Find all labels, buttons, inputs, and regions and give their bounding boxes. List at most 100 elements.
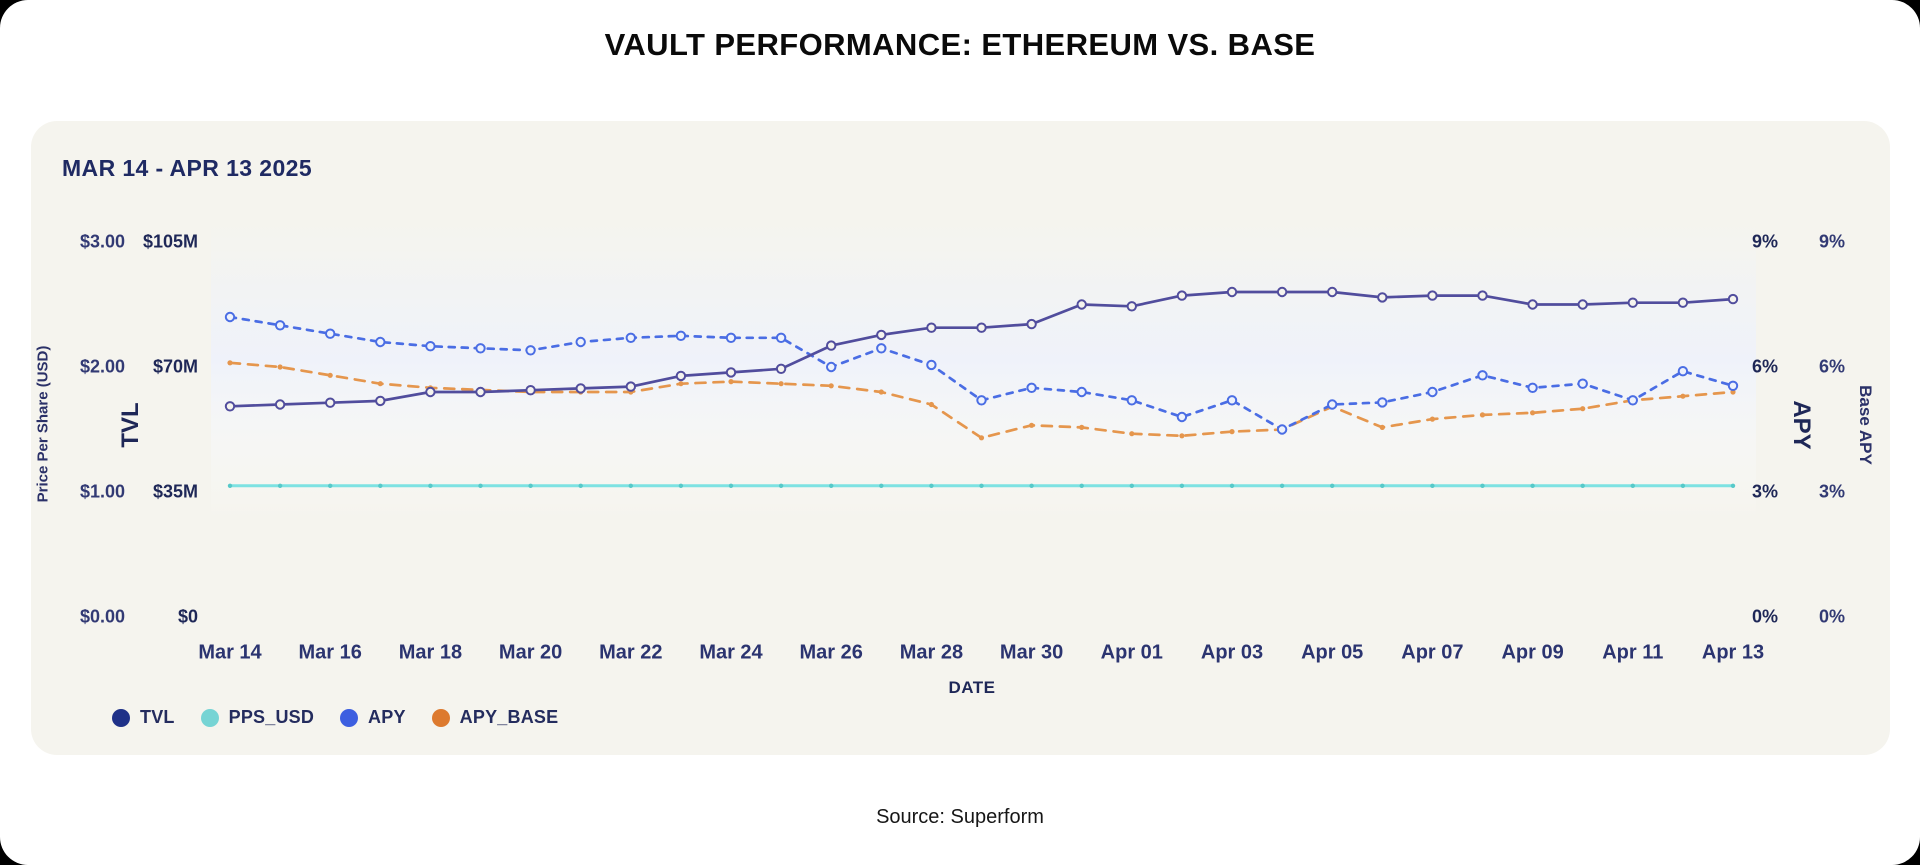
legend-label: APY_BASE: [459, 707, 559, 727]
apy_base-marker: [1179, 433, 1185, 439]
legend-dot-pps_usd: [200, 708, 219, 727]
apy_base-marker: [1079, 424, 1085, 430]
tvl-tick: $105M: [142, 231, 198, 252]
tvl-marker: [1677, 297, 1689, 308]
legend-label: TVL: [140, 707, 175, 727]
date-tick: Mar 22: [599, 641, 663, 664]
tvl-marker: [1126, 301, 1138, 312]
legend-dot-apy: [340, 708, 359, 727]
performance-chart: [211, 221, 1756, 621]
pps-tick: $1.00: [79, 481, 125, 502]
tvl-tick: $35M: [152, 481, 198, 502]
apy-marker: [1427, 386, 1438, 398]
date-tick: Mar 14: [198, 641, 262, 664]
pps_usd-marker: [227, 483, 233, 488]
axis-label-apy: APY: [1788, 400, 1815, 450]
tvl-tick: $70M: [152, 356, 198, 377]
axis-label-tvl: TVL: [117, 402, 144, 448]
pps-tick: $2.00: [79, 356, 125, 377]
tvl-marker: [1026, 318, 1037, 330]
tvl-tick: $0: [177, 606, 198, 627]
apy-marker: [775, 332, 787, 344]
apy_base-marker: [1580, 406, 1586, 412]
apy-marker: [1176, 411, 1188, 423]
chart-date-range: MAR 14 - APR 13 2025: [62, 155, 313, 181]
pps_usd-marker: [929, 483, 934, 488]
date-tick: Mar 24: [699, 641, 763, 664]
tvl-marker: [525, 385, 536, 396]
apy_base-marker: [1479, 412, 1486, 418]
tvl-marker: [826, 340, 837, 351]
apy-tick: 3%: [1751, 481, 1779, 502]
pps_usd-marker: [328, 483, 333, 488]
date-tick: Apr 01: [1100, 641, 1163, 664]
apy_base-marker: [377, 381, 383, 387]
base-apy-tick: 9%: [1818, 231, 1846, 252]
pps_usd-marker: [478, 483, 483, 488]
tvl-marker: [876, 329, 887, 341]
date-tick: Mar 20: [498, 641, 563, 664]
pps_usd-marker: [1079, 483, 1084, 488]
date-tick: Apr 11: [1602, 641, 1664, 664]
apy-marker: [1226, 395, 1238, 406]
pps_usd-marker: [1129, 483, 1135, 488]
tvl-marker: [1176, 290, 1188, 301]
date-tick: Mar 30: [999, 641, 1064, 664]
pps_usd-marker: [678, 483, 684, 488]
pps_usd-marker: [1029, 483, 1034, 488]
apy-marker: [976, 395, 987, 406]
date-tick: Mar 16: [298, 641, 362, 664]
legend-dot-apy_base: [431, 708, 450, 727]
apy-marker: [1527, 382, 1538, 393]
pps_usd-marker: [378, 483, 383, 488]
legend-item-tvl[interactable]: TVL: [112, 707, 175, 728]
apy-marker: [274, 320, 286, 331]
pps_usd-marker: [1530, 483, 1535, 488]
date-tick: Mar 18: [398, 641, 463, 664]
apy_base-marker: [978, 435, 985, 441]
date-tick: Mar 26: [799, 641, 863, 664]
pps_usd-marker: [1279, 483, 1285, 488]
apy-marker: [826, 361, 837, 373]
pps_usd-marker: [728, 483, 734, 488]
tvl-marker: [375, 395, 386, 407]
page-title: VAULT PERFORMANCE: ETHEREUM VS. BASE: [604, 27, 1316, 62]
tvl-marker: [775, 363, 787, 375]
tvl-marker: [976, 322, 987, 333]
base-apy-tick: 6%: [1818, 356, 1846, 377]
tvl-marker: [1377, 292, 1388, 303]
legend-item-pps_usd[interactable]: PPS_USD: [200, 707, 314, 728]
tvl-marker: [1427, 290, 1438, 301]
apy-marker: [525, 345, 536, 356]
apy-marker: [725, 332, 737, 344]
apy_base-marker: [327, 372, 333, 378]
legend-label: APY: [368, 707, 406, 727]
date-tick: Apr 05: [1301, 641, 1364, 664]
apy-marker: [1026, 382, 1037, 393]
legend-item-apy_base[interactable]: APY_BASE: [431, 707, 559, 728]
tvl-marker: [725, 367, 737, 378]
pps_usd-marker: [979, 483, 984, 488]
tvl-marker: [1527, 299, 1538, 310]
date-tick: Apr 13: [1701, 641, 1765, 664]
apy-marker: [1577, 378, 1588, 389]
apy-marker: [1477, 370, 1488, 381]
pps_usd-marker: [1430, 483, 1435, 488]
axis-label-base-apy: Base APY: [1856, 385, 1875, 465]
tvl-marker: [425, 386, 436, 398]
tvl-marker: [1477, 290, 1488, 301]
apy_base-marker: [778, 381, 784, 387]
source-attribution: Source: Superform: [876, 806, 1044, 828]
date-tick: Apr 09: [1501, 641, 1564, 664]
legend-item-apy[interactable]: APY: [340, 707, 406, 728]
tvl-marker: [1076, 299, 1087, 310]
tvl-marker: [575, 383, 586, 394]
tvl-marker: [1276, 286, 1288, 298]
apy_base-marker: [1229, 429, 1235, 435]
apy-marker: [675, 330, 687, 342]
tvl-marker: [1577, 299, 1588, 310]
chart-legend: TVL PPS_USD APY APY_BASE: [112, 707, 558, 728]
apy-marker: [325, 328, 336, 339]
apy-marker: [1276, 424, 1288, 435]
tvl-marker: [1627, 297, 1639, 308]
